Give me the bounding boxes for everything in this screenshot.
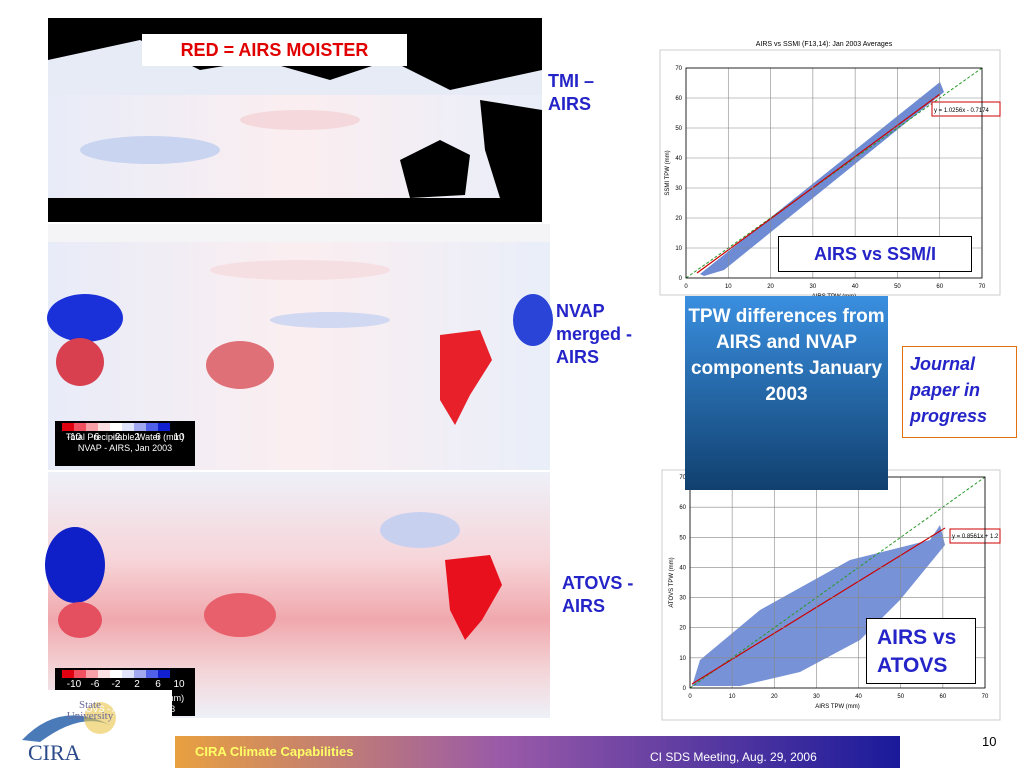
y-tick-label: 10: [675, 246, 682, 252]
x-tick-label: 70: [979, 284, 986, 290]
y-tick-label: 0: [679, 276, 683, 282]
colorbar-title: Total Precipitable Water (mm): [65, 693, 185, 703]
colorbar-swatch: [122, 423, 134, 431]
colorbar-swatch: [146, 423, 158, 431]
colorbar-tick: 6: [155, 432, 161, 443]
scatter-2: [661, 469, 1001, 721]
colorbar-tick: -2: [112, 679, 121, 690]
colorbar-swatch: [158, 670, 170, 678]
colorbar-tick: 10: [173, 432, 185, 443]
y-tick-label: 70: [679, 475, 686, 481]
x-tick-label: 10: [729, 694, 736, 700]
x-tick-label: 70: [982, 694, 989, 700]
x-tick-label: 60: [940, 694, 947, 700]
colorbar-swatch: [74, 670, 86, 678]
y-tick-label: 0: [683, 686, 687, 692]
colorbar-caption: NVAP - AIRS, Jan 2003: [77, 443, 173, 453]
logo: [12, 690, 172, 765]
x-tick-label: 10: [725, 284, 732, 290]
caption-text: AIRS vs SSM/I: [813, 244, 937, 264]
y-tick-label: 70: [675, 66, 682, 72]
map-nvap: [47, 224, 553, 470]
colorbar-tick: -10: [67, 432, 82, 443]
plot-title: AIRS vs SSMI (F13,14): Jan 2003 Averages: [756, 41, 893, 48]
banner: RED = AIRS MOISTER: [142, 34, 407, 66]
x-tick-label: 20: [767, 284, 774, 290]
colorbar-title: Total Precipitable Water (mm): [65, 432, 185, 442]
colorbar-swatch: [98, 670, 110, 678]
y-tick-label: 40: [675, 156, 682, 162]
colorbar-swatch: [146, 670, 158, 678]
x-tick-label: 40: [852, 284, 859, 290]
colorbar-tick: -6: [91, 679, 100, 690]
colorbar-tick: 6: [155, 679, 161, 690]
colorbar-swatch: [110, 423, 122, 431]
plot-frame: [685, 67, 983, 279]
footer-right: CI SDS Meeting, Aug. 29, 2006: [650, 750, 817, 764]
y-tick-label: 40: [679, 565, 686, 571]
x-tick-label: 50: [897, 694, 904, 700]
colorbar-swatch: [62, 670, 74, 678]
colorbar-tick: -6: [91, 432, 100, 443]
y-tick-label: 60: [679, 505, 686, 511]
colorbar-label: Total Precipitable Water (mm) ATOVS - AIR…: [56, 693, 194, 715]
plot-caption: AIRS vs ATOVS: [866, 618, 976, 684]
x-tick-label: 20: [771, 694, 778, 700]
y-tick-label: 20: [679, 626, 686, 632]
colorbar-swatch: [158, 423, 170, 431]
colorbar-swatch: [98, 423, 110, 431]
colorbar-swatch: [134, 423, 146, 431]
map-label: ATOVS - AIRS: [562, 573, 634, 616]
y-tick-label: 30: [679, 596, 686, 602]
y-tick-label: 30: [675, 186, 682, 192]
colorbar-swatch: [122, 670, 134, 678]
x-tick-label: 0: [688, 694, 692, 700]
colorbar-tick: 2: [134, 432, 140, 443]
x-tick-label: 50: [894, 284, 901, 290]
colorbar-tick: 10: [173, 679, 185, 690]
y-tick-label: 50: [679, 535, 686, 541]
x-tick-label: 30: [813, 694, 820, 700]
x-axis-label: AIRS TPW (mm): [815, 704, 860, 710]
logo-bottom: CIRA: [28, 740, 81, 765]
colorbar-swatch: [110, 670, 122, 678]
colorbar-caption: ATOVS - AIRS, Jan 2003: [74, 704, 176, 714]
equation: y = 0.8561x + 1.2: [952, 534, 999, 540]
equation: y = 1.0256x - 0.7174: [934, 108, 990, 114]
y-tick-label: 50: [675, 126, 682, 132]
callout: TPW differences from AIRS and NVAP compo…: [685, 296, 888, 490]
x-tick-label: 40: [855, 694, 862, 700]
note: Journal paper in progress: [902, 346, 1017, 438]
logo-top: State University: [66, 699, 114, 722]
x-tick-label: 30: [810, 284, 817, 290]
x-tick-label: 0: [684, 284, 688, 290]
colorbar-swatch: [74, 423, 86, 431]
colorbar-swatch: [62, 423, 74, 431]
colorbar-tick: -10: [67, 679, 82, 690]
y-tick-label: 20: [675, 216, 682, 222]
y-axis-label: ATOVS TPW (mm): [669, 557, 675, 607]
footer-left: CIRA Climate Capabilities: [195, 744, 354, 759]
colorbar-label: Total Precipitable Water (mm) NVAP - AIRS…: [56, 432, 194, 454]
map-label: TMI – AIRS: [548, 71, 595, 114]
map-label: NVAP merged - AIRS: [556, 301, 633, 367]
footer-bar: [175, 736, 900, 768]
colorbar-swatch: [86, 423, 98, 431]
x-tick-label: 60: [936, 284, 943, 290]
y-tick-label: 60: [675, 96, 682, 102]
colorbar-swatch: [86, 670, 98, 678]
caption-text: AIRS vs ATOVS: [877, 626, 957, 677]
colorbar-tick: -2: [112, 432, 121, 443]
plot-caption: AIRS vs SSM/I: [778, 236, 972, 272]
y-axis-label: SSMI TPW (mm): [665, 150, 671, 195]
colorbar-swatch: [134, 670, 146, 678]
colorbar-tick: 2: [134, 679, 140, 690]
y-tick-label: 10: [679, 656, 686, 662]
page-number: 10: [982, 734, 997, 749]
